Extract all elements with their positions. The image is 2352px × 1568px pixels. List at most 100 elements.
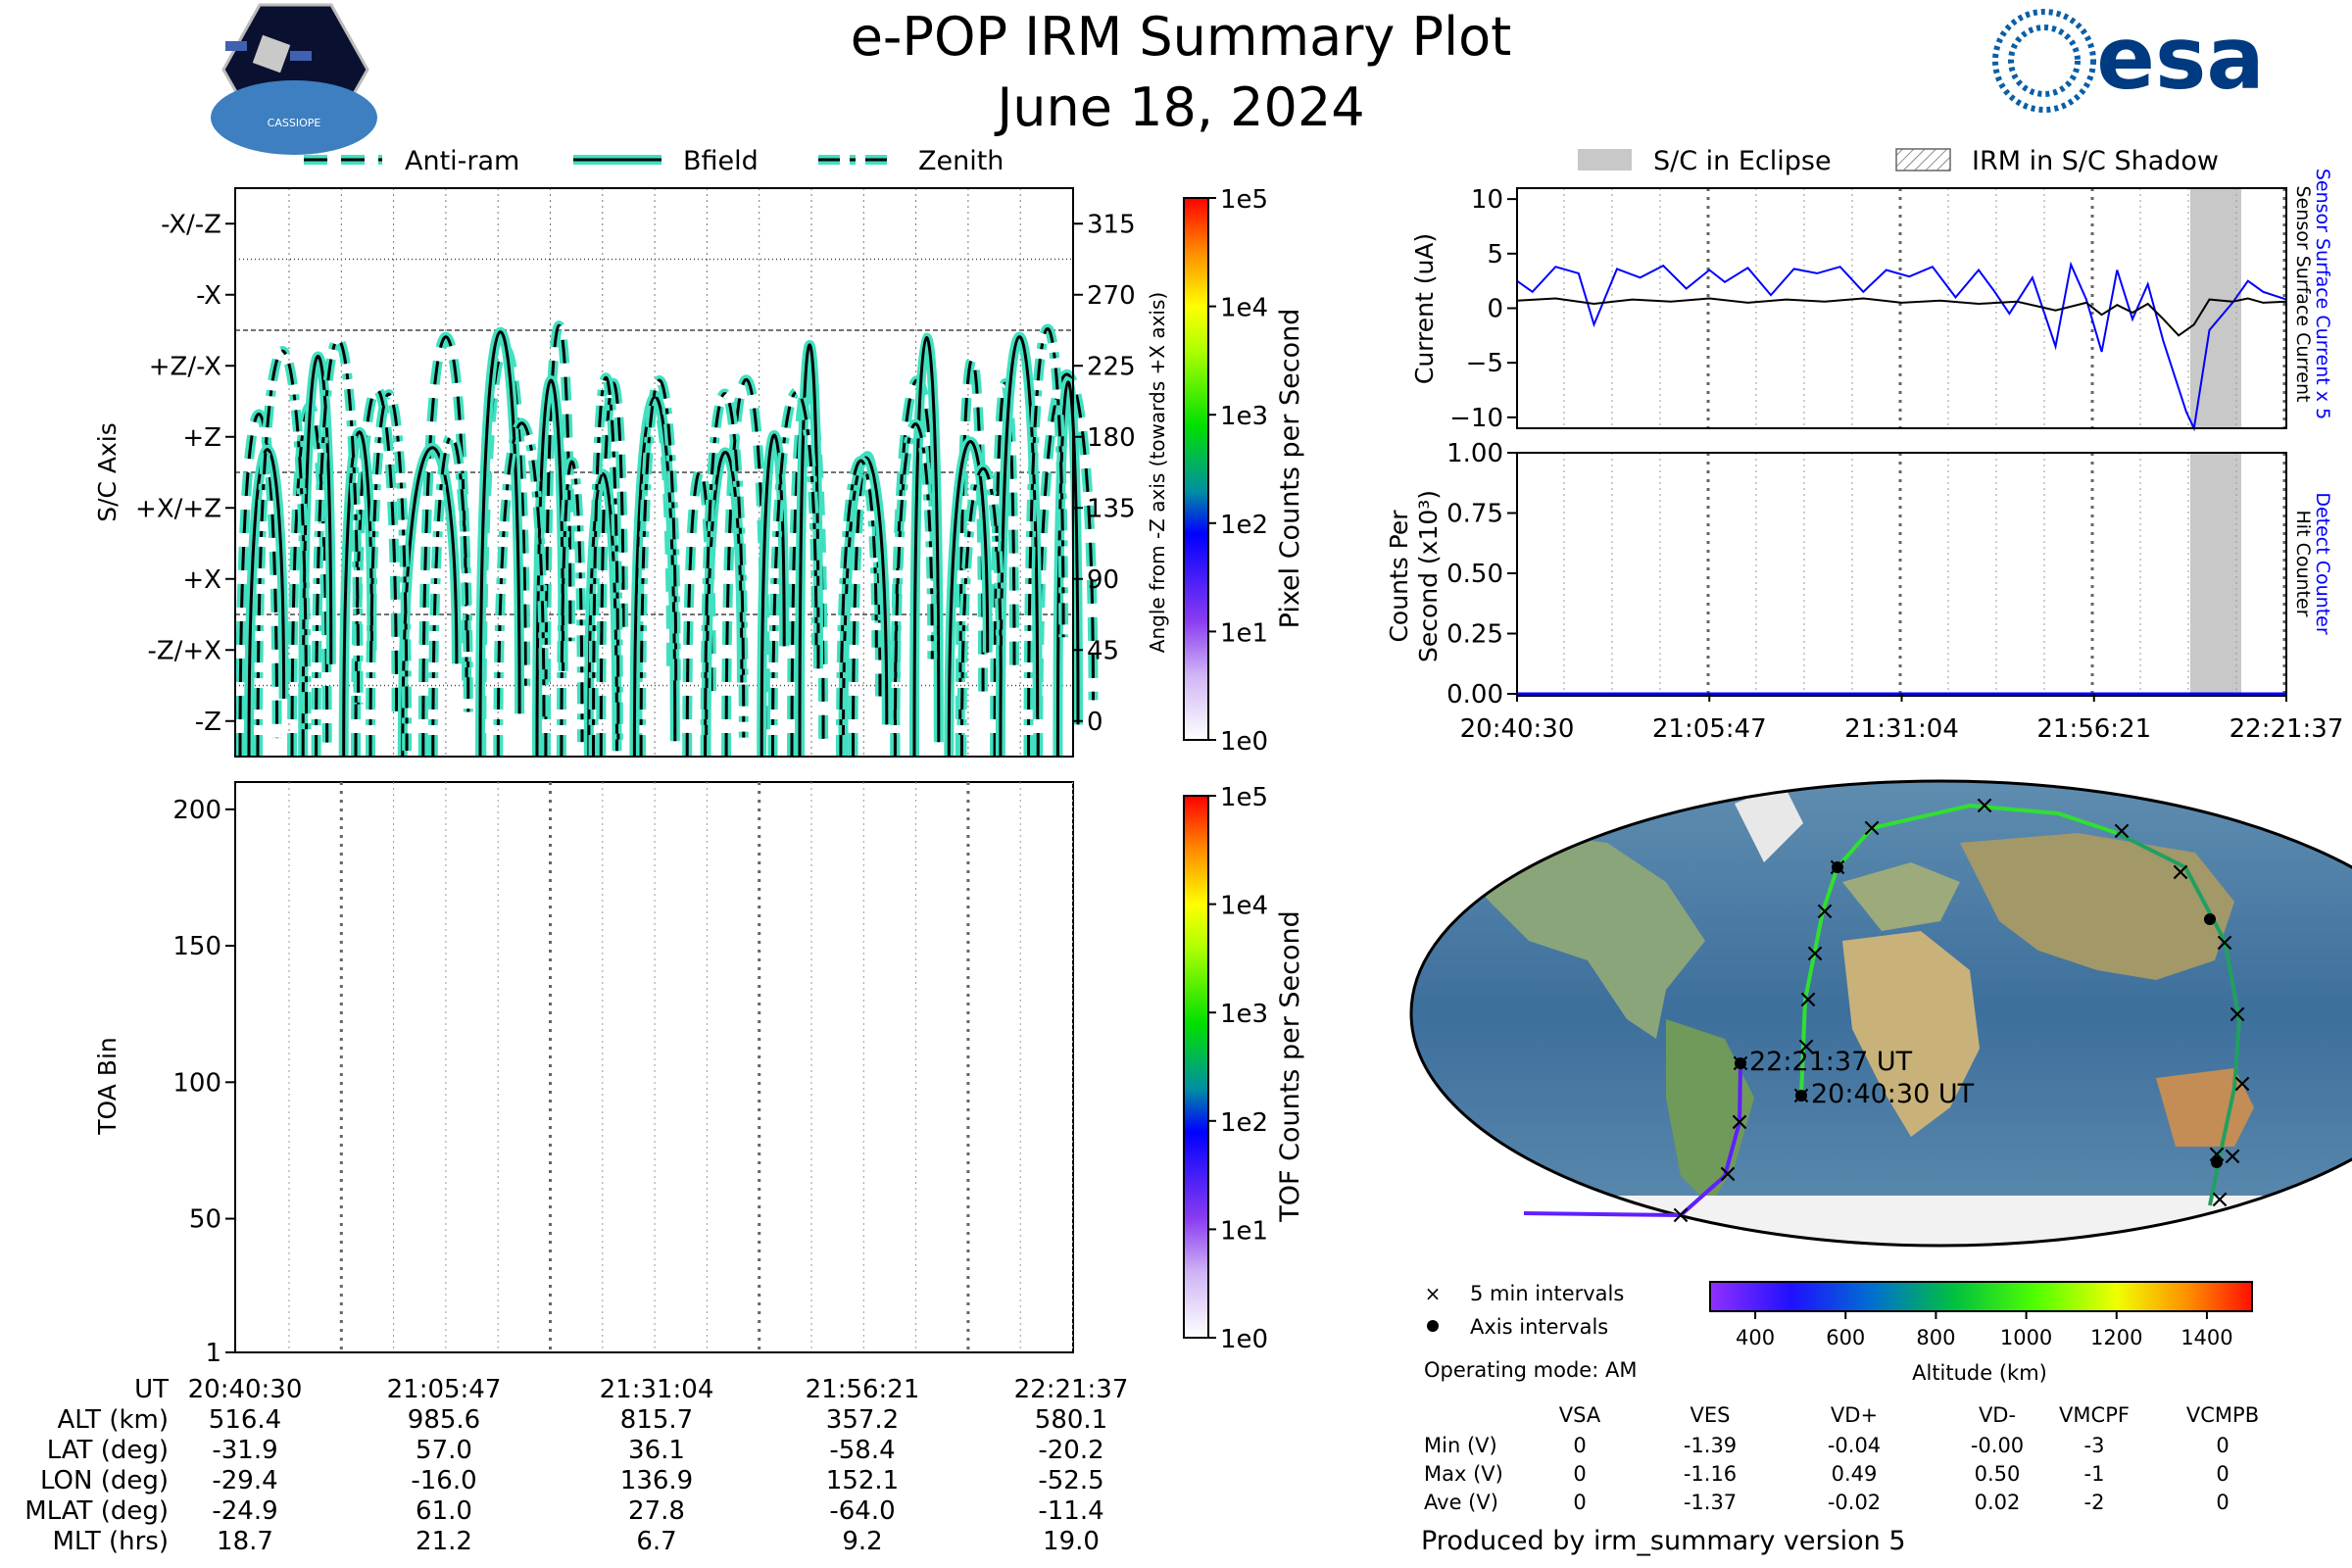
- map-5min-marker: ×: [1717, 1159, 1739, 1189]
- counts-x-tick-label: 21:56:21: [2036, 714, 2151, 744]
- map-5min-marker: ×: [1729, 1107, 1750, 1137]
- current-series-blue: [1516, 261, 2287, 432]
- counts-x-tick-label: 22:21:37: [2230, 714, 2344, 744]
- sc-axis-tick-label: +Z/-X: [149, 352, 221, 381]
- map-5min-marker: ×: [1797, 985, 1819, 1014]
- ephemeris-cell: 22:21:37: [1014, 1375, 1129, 1404]
- counts-ylabel-line2: Second (x10³): [1414, 490, 1443, 662]
- voltage-header: VD+: [1831, 1403, 1878, 1427]
- altitude-label: Altitude (km): [1912, 1361, 2047, 1385]
- ephemeris-row-label: ALT (km): [57, 1405, 169, 1435]
- colorbar-tick-label: 1e3: [1220, 402, 1268, 431]
- voltage-header: VSA: [1559, 1403, 1601, 1427]
- toa-ylabel: TOA Bin: [93, 1037, 122, 1136]
- counts-ylabel-line1: Counts Per: [1385, 510, 1413, 643]
- pixel-colorbar: 1e5 1e4 1e3 1e2 1e1 1e0 Pixel Counts per Seco…: [1183, 185, 1305, 757]
- operating-mode: Operating mode: AM: [1424, 1358, 1637, 1382]
- map-5min-marker: ×: [1814, 897, 1836, 926]
- tof-colorbar: 1e5 1e4 1e3 1e2 1e1 1e0 TOF Counts per Second: [1183, 783, 1305, 1354]
- map-legend: × 5 min intervals Axis intervals: [1425, 1282, 1625, 1339]
- voltage-row-label: Ave (V): [1424, 1491, 1498, 1514]
- map-5min-marker: ×: [1974, 791, 1995, 820]
- toa-tick-label: 1: [205, 1339, 221, 1368]
- ephemeris-cell: -16.0: [411, 1466, 476, 1495]
- toa-grid: [288, 782, 1073, 1352]
- ephemeris-cell: 6.7: [636, 1527, 676, 1556]
- ephemeris-cell: -29.4: [212, 1466, 277, 1495]
- counts-x-tick-label: 20:40:30: [1460, 714, 1575, 744]
- voltage-header: VMCPF: [2059, 1403, 2130, 1427]
- map-start-label: 20:40:30 UT: [1811, 1079, 1975, 1109]
- colorbar-tick-label: 1e2: [1220, 1108, 1268, 1138]
- voltage-cell: -3: [2084, 1434, 2105, 1457]
- ephemeris-row-label: LON (deg): [40, 1466, 169, 1495]
- tof-colorbar-ticks: 1e5 1e4 1e3 1e2 1e1 1e0: [1208, 783, 1268, 1354]
- ground-track-asc: [1799, 803, 2118, 1097]
- voltage-cell: 0.50: [1975, 1462, 2021, 1486]
- eclipse-band: [2190, 188, 2241, 428]
- counts-tick-label: 0.50: [1446, 560, 1503, 589]
- map-5min-marker: ×: [2111, 816, 2132, 846]
- esa-logo-text: esa: [2096, 8, 2264, 109]
- colorbar-tick-label: 1e5: [1220, 783, 1268, 812]
- ephemeris-cell: 985.6: [408, 1405, 480, 1435]
- cassiope-logo-text: CASSIOPE: [268, 117, 321, 129]
- current-tick-label: 5: [1487, 240, 1503, 270]
- angle-tick-label: 225: [1087, 352, 1136, 381]
- voltage-cell: 0: [2216, 1491, 2229, 1514]
- legend-shadow-swatch: [1895, 148, 1951, 172]
- altitude-tick-label: 1200: [2090, 1326, 2142, 1349]
- svg-text:×: ×: [1425, 1282, 1442, 1305]
- voltage-cell: -1.37: [1684, 1491, 1737, 1514]
- counts-grid: [1563, 453, 2286, 694]
- sc-axis-tick-label: -Z: [195, 708, 221, 737]
- cassiope-logo: CASSIOPE: [211, 3, 377, 155]
- counts-x-tick-label: 21:31:04: [1844, 714, 1959, 744]
- map-5min-marker: ×: [2170, 858, 2191, 887]
- map-5min-marker: ×: [2227, 1000, 2248, 1029]
- voltage-row-label: Max (V): [1424, 1462, 1503, 1486]
- voltage-cell: -1.39: [1684, 1434, 1737, 1457]
- current-lines: [1516, 261, 2287, 432]
- ephemeris-row-label: LAT (deg): [47, 1436, 169, 1465]
- sc-axis-tick-label: -X: [196, 281, 221, 311]
- ephemeris-cell: 18.7: [217, 1527, 273, 1556]
- ephemeris-row-label: MLAT (deg): [24, 1496, 169, 1526]
- legend-shadow: IRM in S/C Shadow: [1972, 146, 2219, 176]
- ground-track-map: ×××××××××××××××××××× 22:21:37 UT 20:40:3…: [1409, 779, 2352, 1248]
- voltage-cell: 0.49: [1832, 1462, 1878, 1486]
- figure-title: e-POP IRM Summary Plot: [851, 6, 1512, 68]
- ephemeris-table: UT 20:40:30 21:05:47 21:31:04 21:56:21 22:21:…: [24, 1375, 1128, 1556]
- altitude-tick-label: 1000: [2000, 1326, 2052, 1349]
- ephemeris-row-label: MLT (hrs): [53, 1527, 170, 1556]
- counts-ticks: 1.00 0.75 0.50 0.25 0.00 20:40:30 21:05:47 21:3…: [1446, 439, 2343, 744]
- map-axis-marker: [2211, 1156, 2223, 1168]
- ephemeris-cell: 516.4: [209, 1405, 281, 1435]
- voltage-cell: 0: [1573, 1491, 1586, 1514]
- map-5min-marker: ×: [2214, 928, 2235, 957]
- voltage-cell: 0.02: [1975, 1491, 2021, 1514]
- map-axis-marker: [2204, 913, 2216, 925]
- current-tick-label: 10: [1471, 185, 1503, 215]
- map-5min-marker: ×: [1795, 1032, 1817, 1061]
- angle-axis-label: Angle from -Z axis (towards +X axis): [1146, 292, 1169, 653]
- ephemeris-cell: 61.0: [416, 1496, 472, 1526]
- voltage-cell: 0: [1573, 1462, 1586, 1486]
- angle-tick-label: 315: [1087, 210, 1136, 239]
- ephemeris-cell: -31.9: [212, 1436, 277, 1465]
- altitude-tick-label: 1400: [2180, 1326, 2232, 1349]
- ephemeris-cell: 21:05:47: [387, 1375, 502, 1404]
- ephemeris-cell: 57.0: [416, 1436, 472, 1465]
- ephemeris-cell: -58.4: [829, 1436, 895, 1465]
- trace-bfield: [247, 330, 1080, 758]
- map-5min-marker: ×: [1670, 1200, 1691, 1230]
- colorbar-tick-label: 1e0: [1220, 1325, 1268, 1354]
- voltage-cell: -0.02: [1828, 1491, 1881, 1514]
- toa-tick-label: 150: [172, 932, 221, 961]
- colorbar-tick-label: 1e1: [1220, 1216, 1268, 1246]
- legend-anti-ram: Anti-ram: [405, 146, 519, 176]
- ephemeris-cell: 21:56:21: [806, 1375, 920, 1404]
- current-panel: 10 5 0 −5 −10 Current (uA) Sensor Surface Cu…: [1410, 169, 2333, 433]
- voltage-cell: 0: [2216, 1462, 2229, 1486]
